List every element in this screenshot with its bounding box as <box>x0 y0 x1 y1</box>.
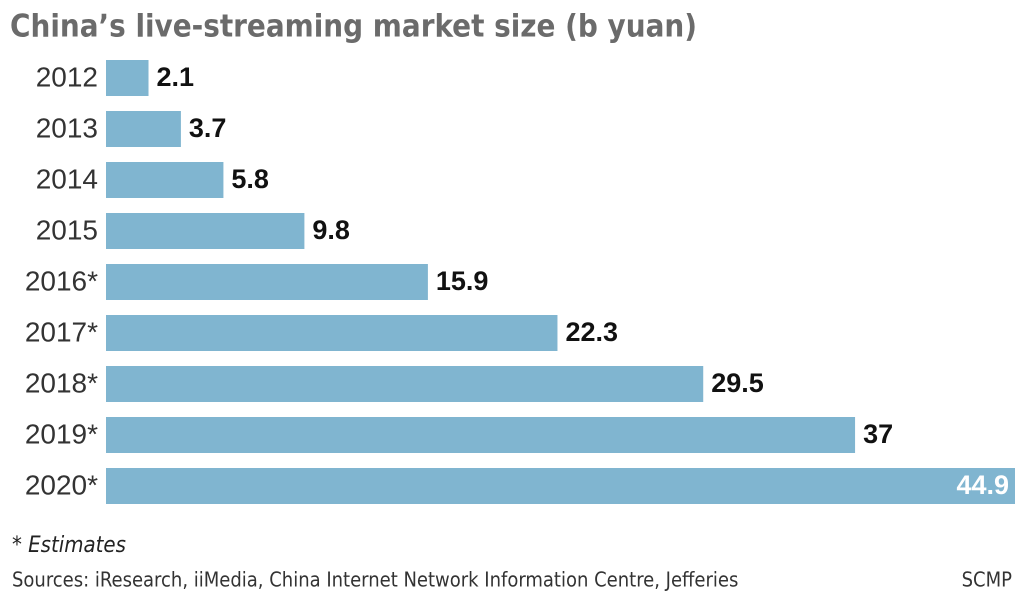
value-label: 44.9 <box>956 470 1009 500</box>
bar <box>106 468 1015 504</box>
credit: SCMP <box>962 568 1013 592</box>
source: Sources: iResearch, iiMedia, China Inter… <box>12 568 738 592</box>
chart-title: China’s live-streaming market size (b yu… <box>10 9 697 45</box>
category-label: 2013 <box>36 112 98 143</box>
bar <box>106 111 181 147</box>
value-label: 15.9 <box>436 266 489 296</box>
category-label: 2019* <box>25 418 98 449</box>
category-label: 2016* <box>25 265 98 296</box>
bar <box>106 264 428 300</box>
value-label: 29.5 <box>711 368 764 398</box>
category-label: 2014 <box>36 163 98 194</box>
category-label: 2015 <box>36 214 98 245</box>
bar <box>106 162 224 198</box>
bar <box>106 213 305 249</box>
value-label: 22.3 <box>565 317 618 347</box>
footnote: * Estimates <box>12 533 126 558</box>
category-label: 2018* <box>25 367 98 398</box>
value-label: 3.7 <box>189 113 227 143</box>
bar <box>106 366 704 402</box>
value-label: 37 <box>863 419 893 449</box>
value-label: 5.8 <box>231 164 269 194</box>
bar <box>106 417 856 453</box>
bar <box>106 60 149 96</box>
bar <box>106 315 558 351</box>
category-label: 2012 <box>36 61 98 92</box>
value-label: 9.8 <box>312 215 350 245</box>
category-label: 2020* <box>25 469 98 500</box>
category-label: 2017* <box>25 316 98 347</box>
value-label: 2.1 <box>157 62 195 92</box>
